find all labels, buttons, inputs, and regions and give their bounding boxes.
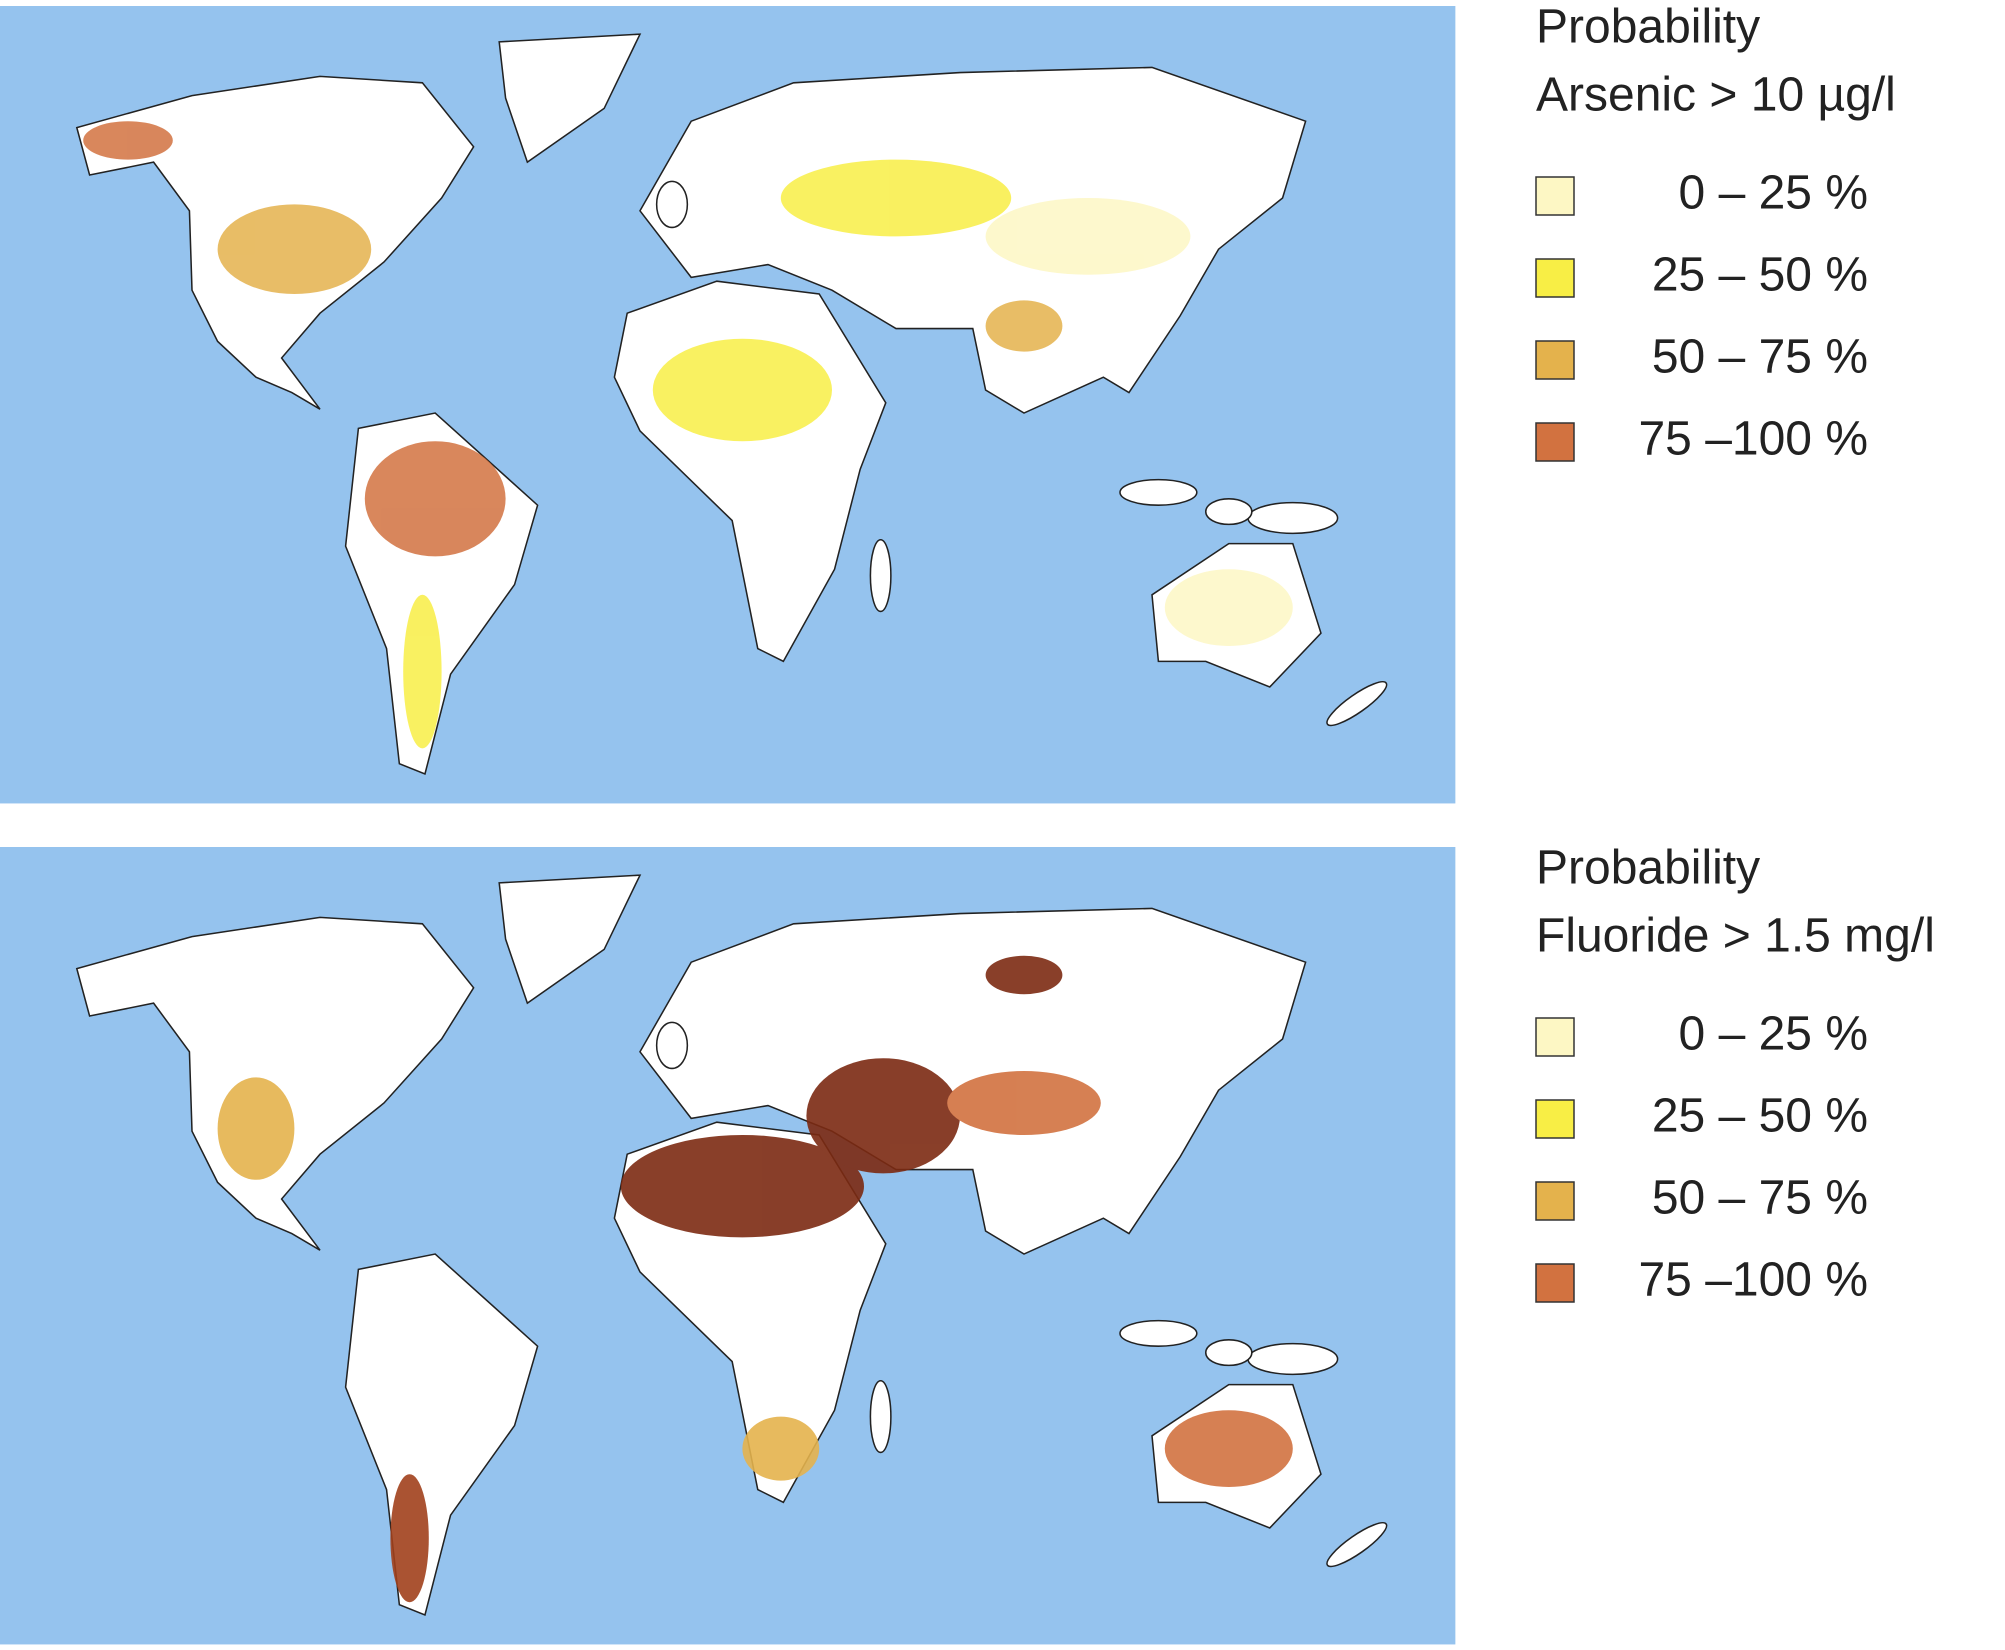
- legend-label: 50 – 75 %: [1652, 331, 1868, 384]
- legend-swatch: [1535, 1181, 1575, 1221]
- legend-swatch: [1535, 1263, 1575, 1303]
- legend-label: 25 – 50 %: [1652, 1090, 1868, 1143]
- fluoride-map: [0, 846, 1457, 1646]
- legend-swatch: [1535, 340, 1575, 380]
- legend-label: 50 – 75 %: [1652, 1172, 1868, 1225]
- legend-label: 25 – 50 %: [1652, 249, 1868, 302]
- legend-label: 0 – 25 %: [1679, 167, 1868, 220]
- arsenic-map: [0, 5, 1457, 805]
- legend-label: 75 –100 %: [1638, 413, 1868, 466]
- legend-swatch: [1535, 258, 1575, 298]
- legend-title: Probability: [1536, 842, 1760, 895]
- fluoride-legend: Probability Fluoride > 1.5 mg/l 0 – 25 % 25…: [1535, 842, 1935, 1307]
- legend-swatch: [1535, 422, 1575, 462]
- legend-label: 0 – 25 %: [1679, 1008, 1868, 1061]
- legend-title: Probability: [1536, 1, 1760, 54]
- legend-label: 75 –100 %: [1638, 1254, 1868, 1307]
- legend-title: Fluoride > 1.5 mg/l: [1536, 910, 1935, 963]
- legend-swatch: [1535, 1017, 1575, 1057]
- legend-title: Arsenic > 10 µg/l: [1536, 69, 1896, 122]
- legend-swatch: [1535, 1099, 1575, 1139]
- legend-swatch: [1535, 176, 1575, 216]
- arsenic-legend: Probability Arsenic > 10 µg/l 0 – 25 % 25 –…: [1535, 1, 1896, 466]
